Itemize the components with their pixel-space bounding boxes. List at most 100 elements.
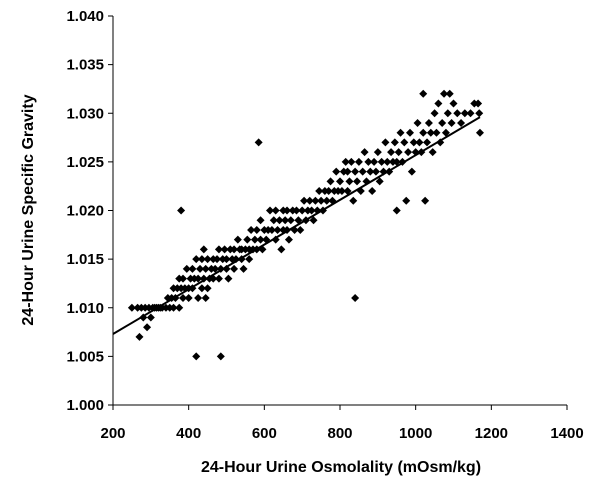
data-point	[201, 264, 210, 273]
data-point	[430, 109, 439, 118]
data-point	[354, 157, 363, 166]
data-point	[192, 255, 201, 264]
data-point	[402, 196, 411, 205]
data-point	[457, 118, 466, 127]
y-tick-label: 1.005	[66, 348, 104, 365]
data-point	[438, 118, 447, 127]
data-point	[475, 109, 484, 118]
data-point	[375, 177, 384, 186]
data-point	[245, 255, 254, 264]
data-point	[326, 177, 335, 186]
data-point	[277, 245, 286, 254]
y-tick-label: 1.000	[66, 397, 104, 414]
data-point	[351, 294, 360, 303]
data-point	[146, 313, 155, 322]
tick-labels: 1.000 1.005 1.010 1.015 1.020 1.025 1.030 1.035…	[66, 8, 583, 442]
data-point	[197, 284, 206, 293]
x-tick-label: 1000	[399, 425, 432, 442]
data-point	[432, 128, 441, 137]
data-point	[224, 274, 233, 283]
data-point	[214, 245, 223, 254]
data-point	[343, 167, 352, 176]
x-tick-label: 600	[252, 425, 277, 442]
data-point	[392, 206, 401, 215]
data-point	[371, 167, 380, 176]
x-tick-label: 400	[176, 425, 201, 442]
data-point	[428, 148, 437, 157]
data-point	[407, 167, 416, 176]
data-point	[415, 138, 424, 147]
data-point	[383, 157, 392, 166]
data-point	[127, 303, 136, 312]
data-point	[360, 148, 369, 157]
trendline-layer	[112, 116, 481, 335]
y-tick-label: 1.015	[66, 251, 104, 268]
data-point	[347, 157, 356, 166]
data-point	[396, 128, 405, 137]
data-point	[460, 109, 469, 118]
data-point	[300, 196, 309, 205]
data-point	[266, 206, 275, 215]
data-point	[424, 118, 433, 127]
x-tick-label: 1400	[550, 425, 583, 442]
data-point	[419, 89, 428, 98]
data-point	[201, 294, 210, 303]
data-point	[273, 225, 282, 234]
x-tick-label: 200	[100, 425, 125, 442]
data-point	[222, 255, 231, 264]
data-point	[269, 216, 278, 225]
data-point	[475, 128, 484, 137]
data-point	[296, 225, 305, 234]
y-axis-title: 24-Hour Urine Specific Gravity	[20, 94, 37, 325]
data-point	[178, 274, 187, 283]
data-point	[252, 225, 261, 234]
data-point	[216, 352, 225, 361]
data-point	[305, 196, 314, 205]
data-point	[447, 118, 456, 127]
data-point	[254, 138, 263, 147]
data-point	[317, 196, 326, 205]
data-point	[466, 109, 475, 118]
data-point	[351, 167, 360, 176]
y-tick-label: 1.040	[66, 8, 104, 25]
data-point	[322, 196, 331, 205]
data-point	[220, 245, 229, 254]
data-point	[370, 157, 379, 166]
data-point	[192, 352, 201, 361]
data-point	[250, 235, 259, 244]
axis-ticks	[108, 15, 568, 410]
data-point	[214, 274, 223, 283]
x-tick-label: 800	[327, 425, 352, 442]
data-point	[307, 206, 316, 215]
data-point	[281, 216, 290, 225]
data-point	[143, 323, 152, 332]
data-point	[341, 157, 350, 166]
data-point	[256, 235, 265, 244]
data-point	[394, 148, 403, 157]
data-point	[349, 196, 358, 205]
data-point	[233, 235, 242, 244]
data-point	[199, 245, 208, 254]
data-point	[426, 128, 435, 137]
data-point	[423, 138, 432, 147]
data-point	[256, 216, 265, 225]
trendline	[112, 116, 481, 335]
data-point	[441, 128, 450, 137]
data-point	[336, 177, 344, 186]
data-point	[392, 157, 401, 166]
data-point	[203, 284, 212, 293]
data-points	[127, 89, 484, 361]
data-point	[364, 157, 373, 166]
data-point	[267, 225, 276, 234]
data-point	[405, 128, 414, 137]
data-point	[413, 118, 422, 127]
data-point	[182, 264, 191, 273]
data-point	[197, 255, 206, 264]
data-point	[345, 177, 354, 186]
data-point	[286, 216, 295, 225]
data-point	[409, 138, 418, 147]
data-point	[404, 148, 413, 157]
data-point	[387, 148, 396, 157]
data-point	[169, 303, 178, 312]
y-tick-label: 1.035	[66, 57, 104, 74]
